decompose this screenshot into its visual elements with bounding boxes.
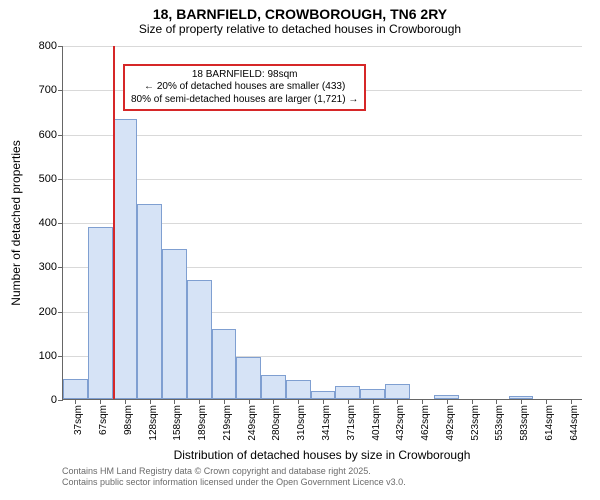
histogram-bar [261, 375, 286, 399]
xtick-label: 310sqm [296, 405, 307, 441]
xtick-label: 128sqm [148, 405, 159, 441]
annotation-line: ← 20% of detached houses are smaller (43… [131, 81, 358, 94]
ytick-label: 800 [39, 40, 63, 52]
xtick-label: 401sqm [371, 405, 382, 441]
ytick-label: 200 [39, 306, 63, 318]
histogram-bar [335, 386, 360, 399]
xtick-label: 219sqm [222, 405, 233, 441]
chart-subtitle: Size of property relative to detached ho… [0, 22, 600, 38]
xtick-label: 249sqm [247, 405, 258, 441]
ytick-label: 600 [39, 129, 63, 141]
xtick-mark [422, 399, 423, 404]
xtick-mark [373, 399, 374, 404]
xtick-label: 644sqm [569, 405, 580, 441]
histogram-bar [385, 384, 410, 399]
histogram-bar [212, 329, 237, 399]
histogram-bar [311, 391, 336, 399]
xtick-label: 98sqm [123, 405, 134, 435]
xtick-mark [249, 399, 250, 404]
histogram-bar [286, 380, 311, 399]
xtick-label: 492sqm [445, 405, 456, 441]
xtick-mark [397, 399, 398, 404]
annotation-box: 18 BARNFIELD: 98sqm← 20% of detached hou… [123, 64, 366, 112]
y-axis-label: Number of detached properties [9, 140, 23, 305]
histogram-bar [63, 379, 88, 399]
xtick-mark [100, 399, 101, 404]
xtick-label: 189sqm [197, 405, 208, 441]
xtick-mark [125, 399, 126, 404]
xtick-label: 341sqm [321, 405, 332, 441]
histogram-bar [360, 389, 385, 399]
xtick-mark [348, 399, 349, 404]
xtick-label: 462sqm [420, 405, 431, 441]
histogram-bar [113, 119, 138, 399]
attribution-text: Contains HM Land Registry data © Crown c… [62, 466, 406, 488]
chart-title: 18, BARNFIELD, CROWBOROUGH, TN6 2RY [0, 0, 600, 22]
xtick-mark [571, 399, 572, 404]
xtick-label: 280sqm [271, 405, 282, 441]
xtick-mark [273, 399, 274, 404]
xtick-label: 37sqm [73, 405, 84, 435]
xtick-mark [546, 399, 547, 404]
histogram-bar [137, 204, 162, 399]
ytick-label: 300 [39, 261, 63, 273]
gridline [63, 46, 582, 47]
xtick-mark [472, 399, 473, 404]
xtick-label: 553sqm [494, 405, 505, 441]
xtick-mark [75, 399, 76, 404]
attribution-line: Contains HM Land Registry data © Crown c… [62, 466, 406, 477]
xtick-mark [174, 399, 175, 404]
xtick-mark [496, 399, 497, 404]
histogram-bar [88, 227, 113, 399]
gridline [63, 179, 582, 180]
xtick-label: 432sqm [395, 405, 406, 441]
ytick-label: 700 [39, 84, 63, 96]
ytick-label: 500 [39, 173, 63, 185]
gridline [63, 135, 582, 136]
ytick-label: 100 [39, 350, 63, 362]
attribution-line: Contains public sector information licen… [62, 477, 406, 488]
xtick-label: 583sqm [519, 405, 530, 441]
annotation-line: 80% of semi-detached houses are larger (… [131, 94, 358, 107]
histogram-bar [162, 249, 187, 399]
xtick-mark [224, 399, 225, 404]
xtick-mark [298, 399, 299, 404]
xtick-label: 371sqm [346, 405, 357, 441]
histogram-bar [236, 357, 261, 399]
property-size-chart: 18, BARNFIELD, CROWBOROUGH, TN6 2RY Size… [0, 0, 600, 500]
xtick-mark [447, 399, 448, 404]
ytick-label: 0 [51, 394, 63, 406]
xtick-mark [199, 399, 200, 404]
xtick-mark [150, 399, 151, 404]
xtick-mark [323, 399, 324, 404]
xtick-label: 67sqm [98, 405, 109, 435]
histogram-bar [187, 280, 212, 399]
x-axis-label: Distribution of detached houses by size … [174, 448, 471, 462]
xtick-label: 158sqm [172, 405, 183, 441]
xtick-label: 523sqm [470, 405, 481, 441]
annotation-line: 18 BARNFIELD: 98sqm [131, 69, 358, 82]
property-marker-line [113, 46, 115, 399]
ytick-label: 400 [39, 217, 63, 229]
plot-area: 010020030040050060070080037sqm67sqm98sqm… [62, 46, 582, 400]
xtick-label: 614sqm [544, 405, 555, 441]
xtick-mark [521, 399, 522, 404]
